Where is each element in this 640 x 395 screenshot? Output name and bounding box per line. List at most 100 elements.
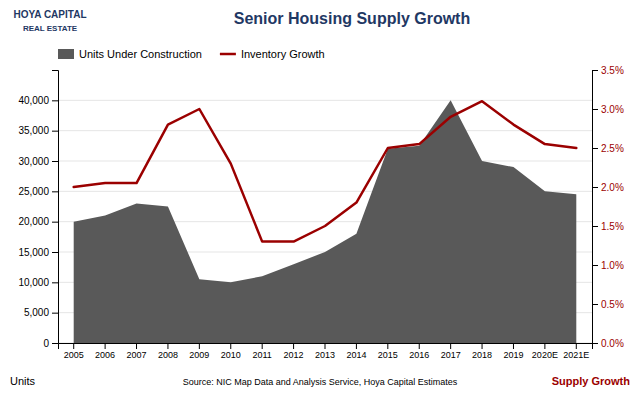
tick-mark [592, 148, 598, 149]
tick-mark [293, 343, 294, 349]
tick-mark [73, 343, 74, 349]
tick-mark [52, 282, 58, 283]
tick-label: 5,000 [24, 307, 49, 318]
logo-text: REAL ESTATE [23, 24, 78, 33]
tick: 2015 [378, 343, 398, 360]
tick-label: 2017 [441, 350, 461, 360]
tick-mark [199, 343, 200, 349]
tick-mark [52, 343, 58, 344]
tick-mark [52, 222, 58, 223]
tick-label: 30,000 [18, 156, 49, 167]
tick: 2012 [284, 343, 304, 360]
source: Source: NIC Map Data and Analysis Servic… [183, 377, 458, 387]
tick: 2010 [221, 343, 241, 360]
tick-mark [105, 343, 106, 349]
x-axis: 2005 2006 2007 2008 2009 2010 2011 2012 2013 2014… [59, 343, 593, 360]
grid-line [58, 130, 592, 131]
tick-label: 1.5% [601, 221, 624, 232]
tick-mark [387, 343, 388, 349]
tick: 2016 [409, 343, 429, 360]
tick-mark [52, 100, 58, 101]
tick: 2005 [64, 343, 84, 360]
legend-item: Units Under Construction [58, 48, 202, 60]
y-axis: 05,00010,00015,00020,00025,00030,00035,0… [18, 71, 58, 349]
tick-label: 2021E [563, 350, 589, 360]
grid [58, 100, 592, 343]
tick: 3.0% [592, 104, 624, 115]
tick: 15,000 [18, 247, 58, 258]
tick: 1.5% [592, 221, 624, 232]
tick: 30,000 [18, 156, 58, 167]
grid-line [58, 161, 592, 162]
tick-mark [592, 109, 598, 110]
tick: 2011 [252, 343, 271, 360]
axis-line [59, 344, 593, 350]
tick-mark [592, 265, 598, 266]
tick-label: 0 [43, 338, 49, 349]
tick-mark [592, 187, 598, 188]
tick-mark [356, 343, 357, 349]
legend-swatch [220, 53, 236, 56]
tick: 0.0% [592, 338, 624, 349]
tick: 2.5% [592, 143, 624, 154]
tick-label: 0.0% [601, 338, 624, 349]
tick-label: 1.0% [601, 260, 624, 271]
tick-label: 40,000 [18, 95, 49, 106]
tick-label: 2016 [409, 350, 429, 360]
tick-label: 2020E [532, 350, 558, 360]
area [74, 100, 577, 343]
y-axis-label: Units [10, 375, 36, 387]
tick-label: 2013 [315, 350, 335, 360]
tick-label: 2011 [252, 350, 271, 360]
tick-label: 2010 [221, 350, 241, 360]
tick-label: 2006 [95, 350, 115, 360]
chart: 2005 2006 2007 2008 2009 2010 2011 2012 2013 2014… [0, 0, 640, 395]
tick-mark [450, 343, 451, 349]
tick: 10,000 [18, 277, 58, 288]
tick-mark [52, 191, 58, 192]
tick-mark [482, 343, 483, 349]
tick-mark [52, 313, 58, 314]
tick: 2007 [127, 343, 147, 360]
tick-mark [230, 343, 231, 349]
tick-label: 2007 [127, 350, 147, 360]
tick-mark [592, 343, 598, 344]
tick: 5,000 [24, 307, 58, 318]
tick-label: 10,000 [18, 277, 49, 288]
tick-label: 2008 [158, 350, 178, 360]
legend-label: Units Under Construction [79, 48, 202, 60]
tick: 2021E [563, 343, 589, 360]
tick: 2018 [472, 343, 492, 360]
tick-label: 2014 [346, 350, 366, 360]
grid-line [58, 100, 592, 101]
tick-mark [52, 252, 58, 253]
tick: 40,000 [18, 95, 58, 106]
tick-mark [325, 343, 326, 349]
tick-label: 35,000 [18, 125, 49, 136]
tick: 2017 [441, 343, 461, 360]
plot: 2005 2006 2007 2008 2009 2010 2011 2012 2013 2014… [18, 65, 623, 361]
tick: 2019 [503, 343, 523, 360]
tick: 2014 [346, 343, 366, 360]
tick-mark [513, 343, 514, 349]
tick-mark [262, 343, 263, 349]
tick-mark [136, 343, 137, 349]
tick-mark [52, 161, 58, 162]
tick-mark [592, 226, 598, 227]
tick-label: 2009 [189, 350, 209, 360]
tick: 2013 [315, 343, 335, 360]
tick: 2020E [532, 343, 558, 360]
tick-label: 2019 [503, 350, 523, 360]
tick-label: 0.5% [601, 299, 624, 310]
tick: 2006 [95, 343, 115, 360]
marks [74, 100, 577, 343]
tick: 20,000 [18, 216, 58, 227]
tick-label: 2.5% [601, 143, 624, 154]
tick: 0.5% [592, 299, 624, 310]
legend: Units Under ConstructionInventory Growth [58, 48, 325, 60]
logo-text: HOYA CAPITAL [14, 9, 87, 20]
tick-mark [419, 343, 420, 349]
y2-axis: 0.0%0.5%1.0%1.5%2.0%2.5%3.0%3.5% [592, 65, 624, 349]
legend-swatch [58, 49, 74, 59]
tick-label: 3.0% [601, 104, 624, 115]
